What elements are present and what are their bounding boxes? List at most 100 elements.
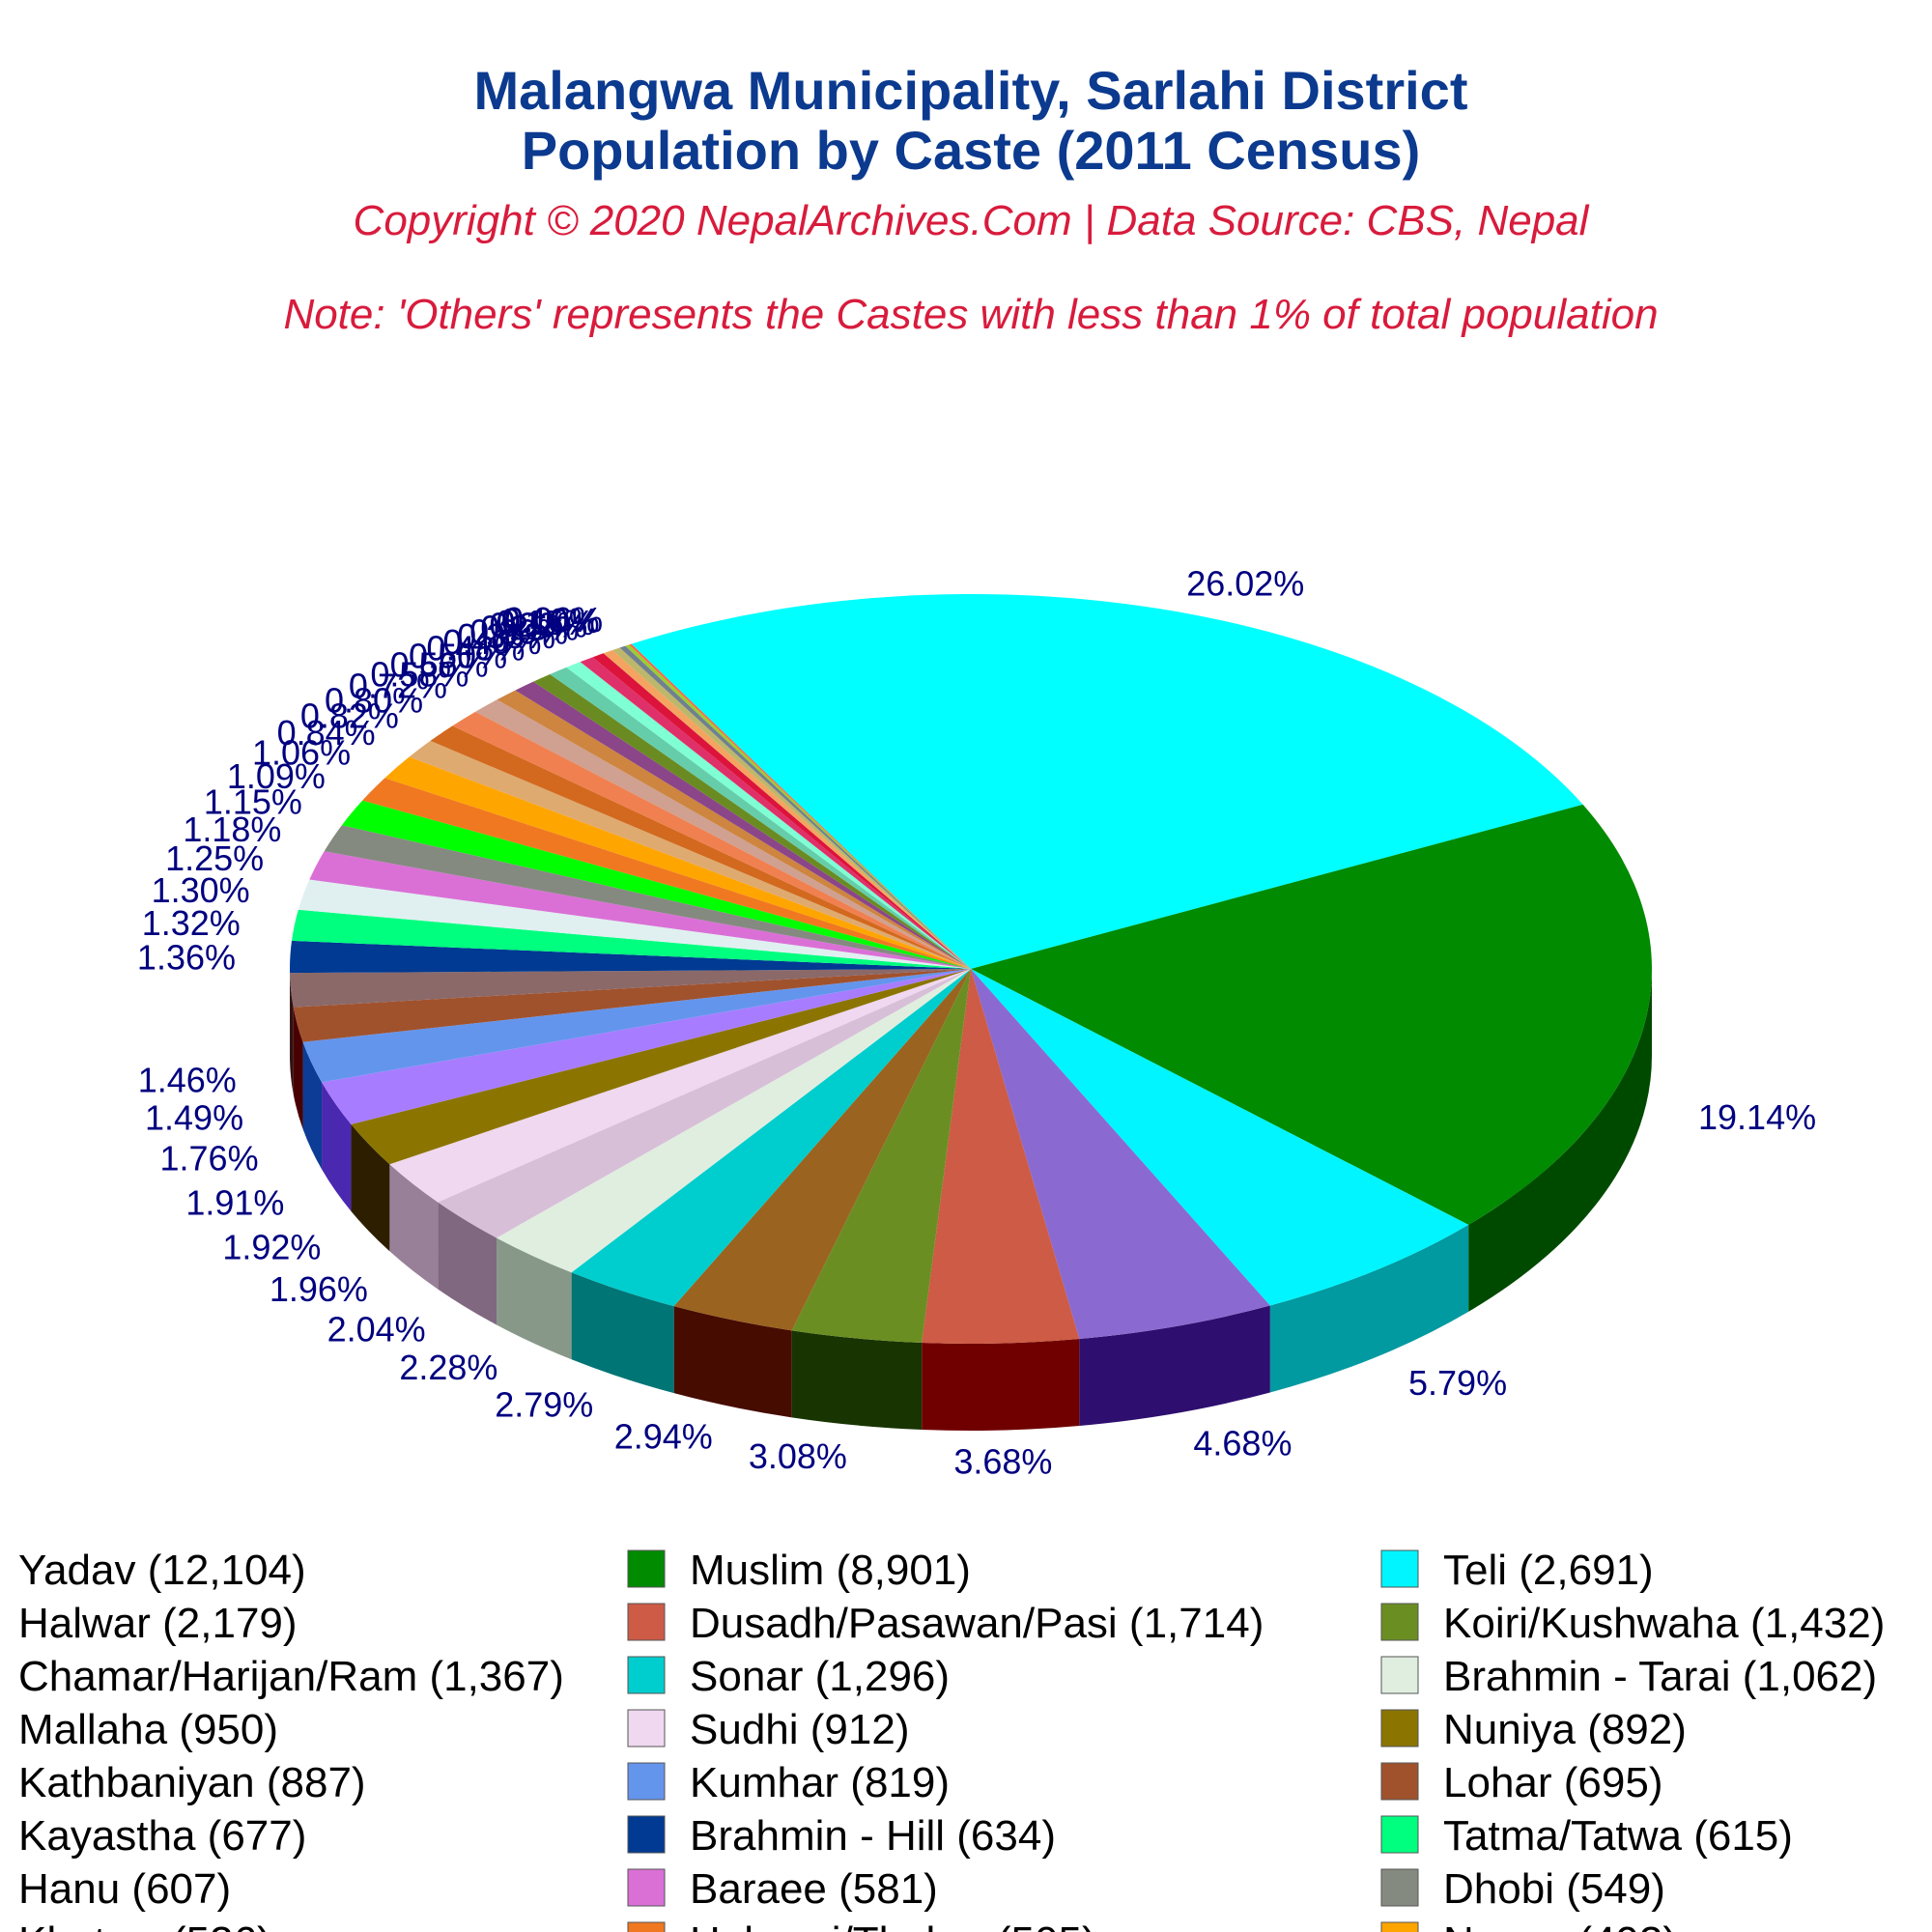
legend-label-koiri-kushwaha: Koiri/Kushwaha (1,432) xyxy=(1443,1600,1885,1647)
legend: Yadav (12,104) Muslim (8,901) Teli (2,691)… xyxy=(18,1547,1885,1932)
legend-label-yadav: Yadav (12,104) xyxy=(18,1547,306,1594)
legend-label-kayastha: Kayastha (677) xyxy=(18,1812,306,1860)
pie-slice-dhobi xyxy=(324,825,972,969)
pie-label-other-9: 0.40% xyxy=(442,622,541,662)
pie-label-teli: 5.79% xyxy=(1408,1363,1507,1403)
pie-side-lohar xyxy=(293,1007,303,1129)
pie-label-lohar: 1.49% xyxy=(145,1097,243,1137)
pie-side-sonar xyxy=(571,1272,674,1394)
legend-swatch-newar xyxy=(1380,1921,1419,1932)
pie-label-other-4: 0.72% xyxy=(349,667,447,706)
pie-label-sudhi: 1.96% xyxy=(270,1269,368,1309)
pie-label-other-7: 0.50% xyxy=(409,637,507,676)
pie-label-nuniya: 1.92% xyxy=(222,1227,321,1266)
pie-slice-koiri-kushwaha xyxy=(791,969,971,1343)
legend-label-kathbaniyan: Kathbaniyan (887) xyxy=(18,1759,366,1806)
pie-slice-baraee xyxy=(309,851,971,969)
pie-slice-kumhar xyxy=(302,969,971,1083)
pie-side-halwar xyxy=(1079,1305,1270,1427)
legend-label-newar: Newar (493) xyxy=(1443,1918,1677,1932)
pie-label-other-2: 0.82% xyxy=(300,696,399,736)
pie-label-brahmin-hill: 1.36% xyxy=(137,938,236,978)
pie-side-koiri-kushwaha xyxy=(791,1330,923,1430)
pie-slice-teli xyxy=(971,969,1469,1306)
pie-slice-other-13 xyxy=(612,647,971,969)
pie-slice-halwar xyxy=(971,969,1270,1340)
pie-label-kayastha: 1.46% xyxy=(138,1061,237,1100)
pie-label-halwar: 4.68% xyxy=(1193,1423,1292,1463)
pie-label-haluwai-thakur: 1.09% xyxy=(227,756,326,796)
pie-label-other-16: 0.06% xyxy=(504,600,603,639)
legend-label-khatwe: Khatwe (536) xyxy=(18,1918,271,1932)
pie-slice-other-15 xyxy=(625,644,971,969)
legend-swatch-sonar xyxy=(627,1656,666,1694)
pie-label-kathbaniyan: 1.91% xyxy=(185,1183,284,1223)
pie-slice-mallaha xyxy=(438,969,971,1238)
pie-label-yadav: 26.02% xyxy=(1186,563,1304,603)
pie-sides xyxy=(290,969,1652,1431)
legend-label-dhobi: Dhobi (549) xyxy=(1443,1865,1665,1913)
pie-slice-other-9 xyxy=(566,662,971,969)
legend-swatch-teli xyxy=(1380,1549,1419,1588)
pie-tops xyxy=(290,594,1652,1344)
pie-label-muslim: 19.14% xyxy=(1698,1097,1816,1137)
pie-label-other-8: 0.48% xyxy=(426,629,525,668)
pie-slice-kayastha xyxy=(290,969,971,1008)
pie-side-kathbaniyan xyxy=(322,1082,352,1211)
legend-swatch-sudhi xyxy=(627,1709,666,1747)
legend-swatch-tatma-tatwa xyxy=(1380,1815,1419,1854)
pie-side-dusadh-pasawan-pasi xyxy=(922,1339,1080,1431)
pie-slice-other-4 xyxy=(475,699,971,969)
legend-label-brahmin-hill: Brahmin - Hill (634) xyxy=(690,1812,1056,1860)
pie-slice-chamar-harijan-ram xyxy=(673,969,971,1331)
pie-side-mallaha xyxy=(438,1202,497,1325)
pie-label-dusadh-pasawan-pasi: 3.68% xyxy=(953,1442,1052,1482)
pie-slice-brahmin-hill xyxy=(290,940,971,974)
pie-label-other-10: 0.35% xyxy=(457,616,555,656)
legend-label-chamar-harijan-ram: Chamar/Harijan/Ram (1,367) xyxy=(18,1653,564,1700)
legend-swatch-koiri-kushwaha xyxy=(1380,1603,1419,1641)
pie-label-other-14: 0.15% xyxy=(497,603,595,642)
pie-side-teli xyxy=(1269,1224,1469,1393)
pie-slice-other-8 xyxy=(550,667,971,969)
legend-label-halwar: Halwar (2,179) xyxy=(18,1600,298,1647)
legend-label-sonar: Sonar (1,296) xyxy=(690,1653,950,1700)
pie-slice-sudhi xyxy=(389,969,971,1203)
pie-label-brahmin-tarai: 2.28% xyxy=(399,1348,497,1387)
pie-label-other-3: 0.80% xyxy=(325,680,423,720)
legend-label-hanu: Hanu (607) xyxy=(18,1865,231,1913)
chart-title: Malangwa Municipality, Sarlahi District xyxy=(474,60,1468,121)
pie-slice-other-2 xyxy=(430,725,971,969)
pie-label-other-1: 0.84% xyxy=(277,713,376,753)
legend-label-baraee: Baraee (581) xyxy=(690,1865,938,1913)
pie-label-newar: 1.06% xyxy=(252,733,351,773)
legend-label-mallaha: Mallaha (950) xyxy=(18,1706,278,1753)
legend-label-dusadh-pasawan-pasi: Dusadh/Pasawan/Pasi (1,714) xyxy=(690,1600,1264,1647)
pie-slice-brahmin-tarai xyxy=(497,969,971,1273)
pie-label-dhobi: 1.18% xyxy=(183,810,281,849)
legend-swatch-baraee xyxy=(627,1868,666,1907)
legend-label-teli: Teli (2,691) xyxy=(1443,1547,1654,1594)
pie-slice-kathbaniyan xyxy=(322,969,971,1124)
pie-label-other-13: 0.20% xyxy=(489,605,587,644)
pie-side-chamar-harijan-ram xyxy=(673,1306,792,1418)
legend-label-brahmin-tarai: Brahmin - Tarai (1,062) xyxy=(1443,1653,1877,1700)
pie-label-tatma-tatwa: 1.32% xyxy=(142,903,241,943)
chart-copyright: Copyright © 2020 NepalArchives.Com | Dat… xyxy=(354,197,1590,244)
pie-label-chamar-harijan-ram: 2.94% xyxy=(614,1416,713,1456)
pie-label-other-6: 0.56% xyxy=(390,645,489,685)
pie-label-hanu: 1.30% xyxy=(152,870,250,910)
pie-side-nuniya xyxy=(351,1123,390,1252)
legend-label-nuniya: Nuniya (892) xyxy=(1443,1706,1687,1753)
legend-swatch-brahmin-hill xyxy=(627,1815,666,1854)
legend-label-haluwai-thakur: Haluwai/Thakur (505) xyxy=(690,1918,1096,1932)
pie-slice-other-3 xyxy=(452,711,972,969)
pie-slice-newar xyxy=(384,756,971,969)
pie-slice-other-11 xyxy=(592,653,971,969)
pie-side-brahmin-tarai xyxy=(497,1237,572,1360)
pie-label-other-12: 0.25% xyxy=(480,608,579,647)
pie-slice-other-12 xyxy=(603,650,971,969)
pie-label-kumhar: 1.76% xyxy=(160,1139,259,1179)
pie-label-other-5: 0.58% xyxy=(370,655,469,695)
